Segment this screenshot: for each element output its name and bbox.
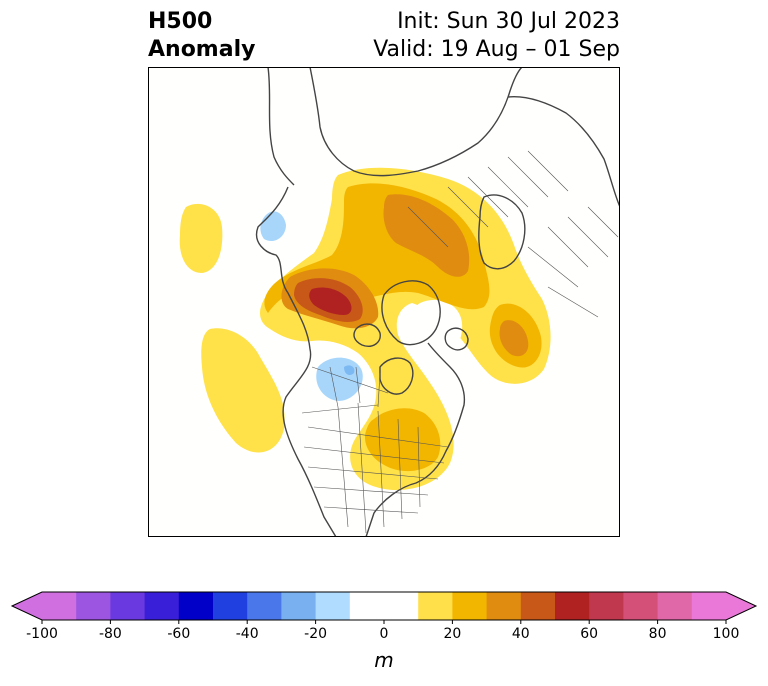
colorbar-under-extension bbox=[12, 592, 42, 620]
colorbar-tick-label: -80 bbox=[98, 626, 122, 642]
eurasia-country-borders bbox=[407, 150, 619, 318]
coastline-europe-scandinavia bbox=[478, 194, 526, 270]
colorbar-segment bbox=[315, 592, 351, 620]
colorbar-segment bbox=[281, 592, 317, 620]
map-title-left: H500 Anomaly bbox=[148, 8, 255, 64]
colorbar-segment bbox=[349, 592, 385, 620]
colorbar-tick-label: 100 bbox=[712, 626, 740, 642]
colorbar-unit-label: m bbox=[374, 648, 394, 672]
colorbar-tick-label: 0 bbox=[379, 626, 389, 642]
borders-layer bbox=[301, 150, 619, 534]
colorbar-tick-label: 60 bbox=[580, 626, 599, 642]
title-field: Anomaly bbox=[148, 37, 256, 62]
colorbar-segment bbox=[384, 592, 419, 620]
colorbar-tick-label: 80 bbox=[648, 626, 667, 642]
canada-province-borders bbox=[311, 366, 389, 408]
colorbar-ticks: -100 -80 -60 -40 -20 0 20 40 60 80 100 bbox=[0, 626, 768, 646]
positive-anomaly-50-60 bbox=[309, 287, 352, 315]
init-date: Init: Sun 30 Jul 2023 bbox=[397, 9, 620, 34]
colorbar-tick-label: 20 bbox=[443, 626, 462, 642]
colorbar-over-extension bbox=[726, 592, 756, 620]
colorbar-tick-label: -100 bbox=[26, 626, 58, 642]
positive-anomaly-pacific-south bbox=[201, 328, 285, 453]
colorbar-segment bbox=[657, 592, 693, 620]
title-variable: H500 bbox=[148, 9, 213, 34]
colorbar-segment bbox=[144, 592, 180, 620]
colorbar-segment bbox=[247, 592, 282, 620]
coastline-north-america bbox=[255, 186, 466, 537]
coastline-arctic-islands bbox=[353, 323, 469, 351]
map-frame bbox=[148, 67, 620, 537]
colorbar-segment bbox=[623, 592, 659, 620]
colorbar-tick-label: -40 bbox=[235, 626, 259, 642]
colorbar-segment bbox=[555, 592, 590, 620]
colorbar-tick-label: -20 bbox=[304, 626, 328, 642]
us-state-borders bbox=[301, 402, 449, 534]
colorbar-segment bbox=[418, 592, 453, 620]
colorbar-segment bbox=[691, 592, 727, 620]
coastline-greenland bbox=[381, 280, 441, 346]
coastline-eurasia bbox=[309, 67, 620, 208]
colorbar-segment bbox=[213, 592, 248, 620]
colorbar-segment bbox=[178, 592, 214, 620]
negative-anomaly-core bbox=[344, 365, 355, 375]
colorbar-segment bbox=[42, 592, 77, 620]
colorbar bbox=[10, 591, 758, 624]
colorbar-segment bbox=[110, 592, 146, 620]
colorbar-segment bbox=[486, 592, 522, 620]
valid-range: Valid: 19 Aug – 01 Sep bbox=[373, 37, 620, 62]
colorbar-segment bbox=[452, 592, 488, 620]
map-title-right: Init: Sun 30 Jul 2023 Valid: 19 Aug – 01… bbox=[373, 8, 620, 64]
colorbar-tick-label: 40 bbox=[511, 626, 530, 642]
colorbar-tick-label: -60 bbox=[167, 626, 191, 642]
coastline-hudson-bay bbox=[379, 357, 414, 395]
colorbar-segment bbox=[76, 592, 111, 620]
positive-anomaly-20-30 bbox=[264, 183, 542, 472]
coastline-asia-east bbox=[267, 67, 295, 186]
colorbar-segment bbox=[589, 592, 624, 620]
colorbar-segment bbox=[520, 592, 556, 620]
anomaly-map bbox=[148, 67, 620, 537]
positive-anomaly-pacific-north bbox=[179, 203, 223, 273]
coastlines-layer bbox=[255, 67, 620, 537]
